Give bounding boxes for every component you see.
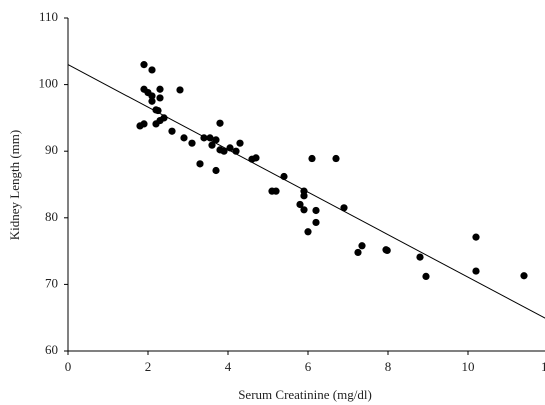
point [383,246,391,255]
point [148,97,156,105]
point [312,218,320,227]
point [148,92,156,100]
point [308,154,316,163]
point [312,206,320,215]
x-tick-label: 8 [385,359,392,374]
x-tick-label: 6 [305,359,312,374]
point [252,154,260,162]
x-tick-label: 0 [65,359,72,374]
y-tick-label: 70 [45,275,58,290]
point [160,114,168,122]
x-tick-label: 2 [145,359,152,374]
point [422,272,430,281]
point [154,106,162,115]
y-axis-label: Kidney Length (mm) [7,130,22,240]
x-tick-label: 1 [541,359,545,374]
point [148,66,156,74]
y-tick-label: 60 [45,342,58,357]
point [216,119,224,127]
x-tick-label: 4 [225,359,232,374]
point [156,85,164,93]
point [296,200,304,209]
point [520,272,528,280]
point [280,172,288,181]
point [206,134,214,142]
y-tick-label: 90 [45,142,58,157]
point [354,248,362,257]
point [176,86,184,94]
point [300,206,308,214]
point [272,187,280,195]
point [472,267,480,275]
point [140,120,148,128]
point [208,141,216,149]
point [472,233,480,241]
trendline [67,64,545,319]
y-tick-label: 80 [45,209,58,224]
point [212,136,220,144]
point [236,139,244,147]
y-tick-label: 110 [39,9,58,24]
point [340,204,348,212]
point [304,228,312,236]
point [226,144,234,152]
point [200,134,208,142]
point [232,147,240,155]
y-tick-label: 100 [39,76,59,91]
point [168,127,176,135]
point [332,154,340,163]
x-tick-label: 10 [462,359,475,374]
point [220,147,228,155]
point [358,242,366,250]
point [140,61,148,69]
point [300,192,308,200]
point [180,134,188,142]
point [196,160,204,168]
point [188,139,196,147]
point [416,253,424,261]
point [212,166,220,175]
point [156,94,164,102]
x-axis-label: Serum Creatinine (mg/dl) [238,387,372,402]
